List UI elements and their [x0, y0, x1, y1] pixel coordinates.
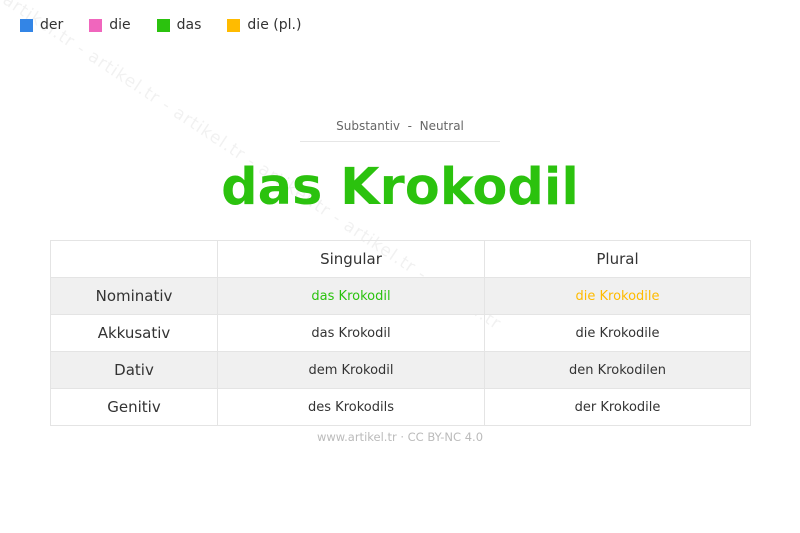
case-label: Genitiv	[50, 388, 218, 426]
singular-cell: des Krokodils	[217, 388, 485, 426]
color-swatch	[156, 18, 170, 32]
legend-item-das: das	[156, 17, 202, 33]
legend-item-der: der	[20, 17, 63, 33]
plural-cell: der Krokodile	[484, 388, 751, 426]
table-row: Akkusativ das Krokodil die Krokodile	[50, 314, 751, 352]
word-type-subtitle: Substantiv - Neutral	[300, 119, 500, 142]
singular-cell: das Krokodil	[217, 314, 485, 352]
header-singular: Singular	[217, 240, 485, 278]
legend-label: die	[109, 17, 131, 33]
case-label: Nominativ	[50, 277, 218, 315]
singular-cell: dem Krokodil	[217, 351, 485, 389]
footer-credit: www.artikel.tr · CC BY-NC 4.0	[316, 430, 484, 444]
legend-label: der	[40, 17, 64, 33]
plural-cell: die Krokodile	[484, 314, 751, 352]
table-row: Nominativ das Krokodil die Krokodile	[50, 277, 751, 315]
table-row: Dativ dem Krokodil den Krokodilen	[50, 351, 751, 389]
case-label: Akkusativ	[50, 314, 218, 352]
singular-cell: das Krokodil	[217, 277, 485, 315]
table-header-row: Singular Plural	[50, 240, 751, 278]
legend-label: die (pl.)	[247, 17, 302, 33]
page-title: das Krokodil	[221, 158, 579, 217]
case-label: Dativ	[50, 351, 218, 389]
plural-cell: die Krokodile	[484, 277, 751, 315]
legend: der die das die (pl.)	[20, 17, 327, 33]
color-swatch	[20, 18, 33, 32]
declension-table: Singular Plural Nominativ das Krokodil d…	[50, 240, 751, 426]
header-plural: Plural	[484, 240, 751, 278]
legend-label: das	[176, 17, 202, 33]
header-cell-empty	[50, 240, 218, 278]
color-swatch	[89, 18, 103, 32]
plural-cell: den Krokodilen	[484, 351, 751, 389]
legend-item-die: die	[89, 17, 131, 33]
color-swatch	[227, 18, 241, 32]
table-row: Genitiv des Krokodils der Krokodile	[50, 388, 751, 426]
legend-item-die-plural: die (pl.)	[227, 17, 301, 33]
